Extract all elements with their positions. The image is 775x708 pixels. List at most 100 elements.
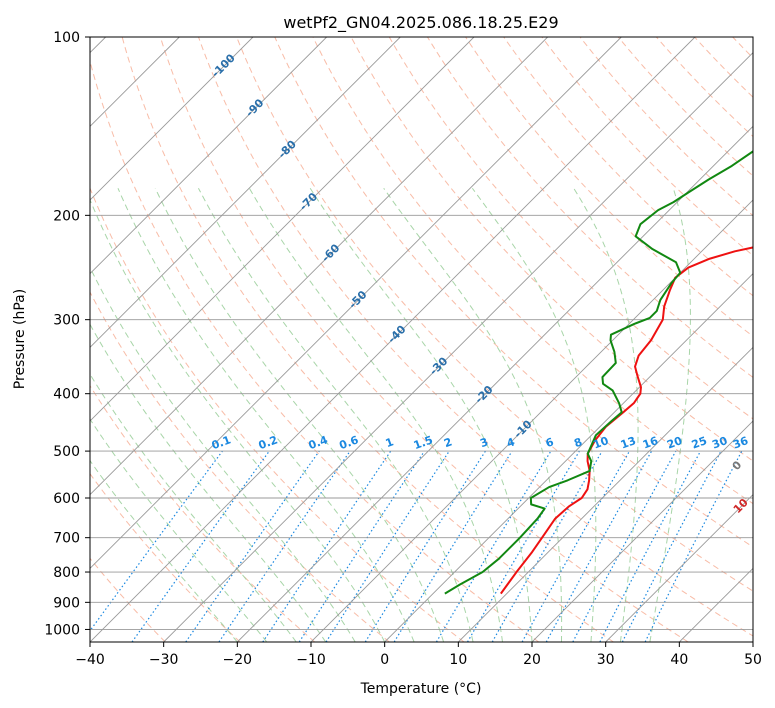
isotherm-line bbox=[384, 273, 753, 642]
mixing-ratio-label: 4 bbox=[505, 435, 517, 450]
moist-adiabat-line bbox=[649, 188, 691, 642]
sounding-series bbox=[444, 150, 753, 595]
isotherm-line bbox=[163, 52, 753, 642]
mixing-ratio-label: 3 bbox=[478, 435, 490, 450]
isotherms bbox=[90, 37, 753, 642]
dry-adiabat-line bbox=[121, 37, 614, 642]
moist-adiabat-line bbox=[383, 187, 563, 642]
moist-adiabat-line bbox=[90, 323, 327, 642]
mixing-ratio-label: 25 bbox=[690, 434, 709, 451]
dry-adiabat-line bbox=[312, 37, 753, 505]
isotherm-line bbox=[90, 37, 327, 275]
chart-title: wetPf2_GN04.2025.086.18.25.E29 bbox=[283, 13, 558, 33]
dry-adiabat-line bbox=[274, 37, 753, 548]
x-axis: −40 −30 −20 −10 0 10 20 30 40 50 bbox=[75, 642, 762, 668]
dry-adiabat-line bbox=[198, 37, 753, 637]
isotherm-line bbox=[90, 37, 254, 201]
mixing-ratio-label: 10 bbox=[591, 434, 610, 452]
mixing-ratio-label: 1.5 bbox=[412, 433, 435, 452]
y-tick-label: 400 bbox=[53, 387, 80, 403]
isotherm-line bbox=[90, 37, 475, 422]
mixing-ratio-label: 20 bbox=[665, 434, 684, 452]
mixing-ratio-line bbox=[393, 450, 513, 642]
y-tick-label: 500 bbox=[53, 444, 80, 460]
isotherm-line bbox=[237, 125, 753, 642]
moist-adiabat-line bbox=[471, 187, 597, 642]
mixing-ratio-label: 0.6 bbox=[338, 433, 361, 452]
plot-area: 0.1 0.2 0.4 0.6 1 1.5 2 3 4 6 8 10 13 16 20 25 30 36-100-… bbox=[90, 37, 753, 642]
moist-adiabat-line bbox=[90, 266, 356, 642]
mixing-ratio-label: 0.1 bbox=[210, 433, 233, 452]
mixing-ratio-line bbox=[131, 450, 270, 642]
x-tick-label: 30 bbox=[597, 652, 615, 668]
dry-adiabat-line bbox=[159, 37, 689, 642]
y-tick-label: 700 bbox=[53, 531, 80, 547]
x-tick-label: 40 bbox=[670, 652, 688, 668]
y-tick-label: 100 bbox=[53, 30, 80, 46]
isotherm-line bbox=[90, 37, 696, 642]
mixing-ratio-line bbox=[185, 450, 320, 642]
dry-adiabat-line bbox=[617, 37, 753, 177]
x-tick-label: 20 bbox=[523, 652, 541, 668]
isotherm-line bbox=[90, 37, 548, 496]
x-tick-label: −20 bbox=[223, 652, 253, 668]
isotherm-line bbox=[90, 37, 401, 348]
x-tick-label: −40 bbox=[75, 652, 105, 668]
mixing-ratio-line bbox=[90, 450, 223, 632]
moist-adiabat-line bbox=[90, 459, 238, 642]
x-tick-label: −10 bbox=[296, 652, 326, 668]
isotherm-line bbox=[605, 494, 753, 642]
y-tick-label: 300 bbox=[53, 313, 80, 329]
y-axis-label: Pressure (hPa) bbox=[12, 289, 28, 389]
mixing-ratio-label: 0.2 bbox=[257, 433, 280, 452]
x-tick-label: 50 bbox=[744, 652, 762, 668]
x-tick-label: −30 bbox=[149, 652, 179, 668]
mixing-ratio-line bbox=[435, 450, 552, 642]
mixing-ratio-line bbox=[572, 450, 677, 642]
x-tick-label: 0 bbox=[380, 652, 389, 668]
dry-adiabat-line bbox=[503, 37, 753, 297]
dewpoint-profile-line bbox=[444, 150, 753, 595]
y-tick-label: 800 bbox=[53, 565, 80, 581]
dry-adiabat-line bbox=[236, 37, 753, 592]
mixing-ratio-label: 2 bbox=[442, 435, 454, 450]
mixing-ratio-line bbox=[491, 450, 603, 642]
moist-adiabat-line bbox=[248, 187, 504, 642]
dry-adiabat-line bbox=[90, 384, 316, 642]
mixing-ratio-label: 0.4 bbox=[307, 433, 330, 452]
mixing-ratio-line bbox=[325, 450, 450, 642]
moist-adiabat-line bbox=[117, 188, 415, 642]
isotherm-line bbox=[531, 420, 753, 642]
isotherm-line bbox=[90, 37, 622, 569]
mixing-ratio-label: 30 bbox=[710, 434, 729, 452]
mixing-ratio-label: 36 bbox=[731, 434, 750, 452]
x-axis-label: Temperature (°C) bbox=[360, 681, 482, 697]
mixing-ratio-line bbox=[521, 450, 631, 642]
dry-adiabat-line bbox=[90, 59, 540, 642]
dry-adiabat-line bbox=[426, 37, 753, 378]
mixing-ratio-line bbox=[218, 450, 351, 642]
y-tick-label: 600 bbox=[53, 491, 80, 507]
y-tick-label: 900 bbox=[53, 595, 80, 611]
moist-adiabat-line bbox=[90, 198, 386, 642]
y-axis: 100 200 300 400 500 600 700 800 900 1000 bbox=[44, 30, 90, 638]
mixing-ratio-label: 1 bbox=[384, 435, 396, 450]
dry-adiabat-line bbox=[90, 291, 390, 642]
temperature-profile-line bbox=[500, 246, 753, 595]
pressure-gridlines bbox=[90, 37, 753, 630]
mixing-ratio-label: 6 bbox=[544, 435, 556, 450]
dry-adiabat-line bbox=[90, 186, 465, 642]
moist-adiabat-line bbox=[573, 187, 639, 642]
plot-frame bbox=[89, 36, 754, 643]
moist-adiabat-line bbox=[154, 188, 445, 642]
moist-adiabats bbox=[90, 187, 691, 642]
moist-adiabat-line bbox=[197, 188, 474, 642]
mixing-ratio-label: 16 bbox=[641, 434, 660, 452]
x-tick-label: 10 bbox=[449, 652, 467, 668]
mixing-ratio-line bbox=[364, 450, 486, 642]
mixing-ratio-label: 8 bbox=[572, 435, 584, 450]
isotherm-line bbox=[458, 346, 753, 642]
y-tick-label: 1000 bbox=[44, 622, 80, 638]
mixing-ratio-label: 13 bbox=[619, 434, 638, 451]
